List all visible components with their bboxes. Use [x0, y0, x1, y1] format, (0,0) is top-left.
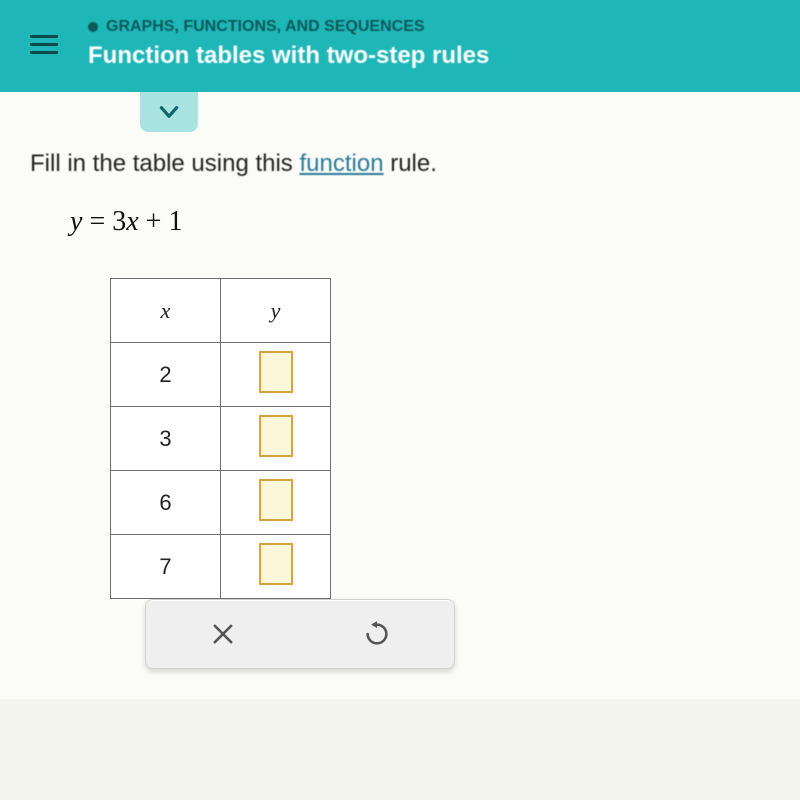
- x-cell: 3: [111, 407, 221, 471]
- answer-input[interactable]: [259, 415, 293, 457]
- answer-input[interactable]: [259, 479, 293, 521]
- header-text: GRAPHS, FUNCTIONS, AND SEQUENCES Functio…: [88, 18, 780, 70]
- breadcrumb: GRAPHS, FUNCTIONS, AND SEQUENCES: [88, 18, 780, 36]
- x-cell: 2: [111, 343, 221, 407]
- answer-input[interactable]: [259, 351, 293, 393]
- col-x-header: x: [111, 279, 221, 343]
- clear-button[interactable]: [203, 614, 243, 654]
- y-cell: [221, 535, 331, 599]
- eq-coeff: 3: [112, 206, 126, 237]
- table-row: 2: [111, 343, 331, 407]
- equation: y = 3x + 1: [70, 206, 770, 238]
- table-row: 6: [111, 471, 331, 535]
- table-header-row: x y: [111, 279, 331, 343]
- page-title: Function tables with two-step rules: [88, 42, 780, 70]
- y-cell: [221, 343, 331, 407]
- eq-plus: +: [146, 206, 162, 237]
- table-row: 3: [111, 407, 331, 471]
- eq-y: y: [70, 206, 82, 237]
- breadcrumb-dot-icon: [88, 22, 98, 32]
- content-area: Fill in the table using this function ru…: [0, 92, 800, 699]
- app-header: GRAPHS, FUNCTIONS, AND SEQUENCES Functio…: [0, 0, 800, 92]
- prompt-after: rule.: [384, 150, 437, 177]
- undo-icon: [363, 620, 391, 648]
- x-cell: 6: [111, 471, 221, 535]
- prompt-before: Fill in the table using this: [30, 150, 299, 177]
- eq-equals: =: [89, 206, 105, 237]
- table-row: 7: [111, 535, 331, 599]
- eq-const: 1: [168, 206, 182, 237]
- expand-tab[interactable]: [140, 92, 198, 132]
- eq-x: x: [126, 206, 138, 237]
- y-cell: [221, 471, 331, 535]
- col-y-header: y: [221, 279, 331, 343]
- menu-icon[interactable]: [30, 35, 58, 54]
- prompt-text: Fill in the table using this function ru…: [30, 150, 770, 178]
- undo-button[interactable]: [357, 614, 397, 654]
- y-cell: [221, 407, 331, 471]
- close-icon: [209, 620, 237, 648]
- x-cell: 7: [111, 535, 221, 599]
- chevron-down-icon: [156, 99, 182, 125]
- function-link[interactable]: function: [299, 150, 383, 177]
- function-table: x y 2 3 6 7: [110, 278, 331, 599]
- breadcrumb-label: GRAPHS, FUNCTIONS, AND SEQUENCES: [106, 18, 425, 36]
- input-toolbar: [145, 599, 455, 669]
- answer-input[interactable]: [259, 543, 293, 585]
